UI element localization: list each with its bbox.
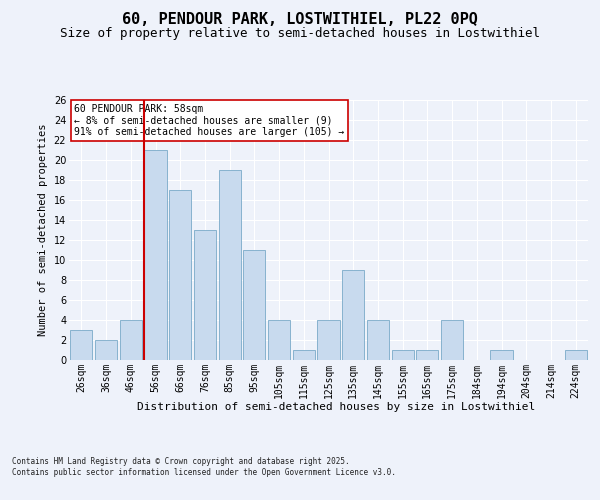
Text: Size of property relative to semi-detached houses in Lostwithiel: Size of property relative to semi-detach… bbox=[60, 28, 540, 40]
Bar bbox=[194, 230, 216, 360]
Text: 60, PENDOUR PARK, LOSTWITHIEL, PL22 0PQ: 60, PENDOUR PARK, LOSTWITHIEL, PL22 0PQ bbox=[122, 12, 478, 28]
Bar bbox=[342, 270, 364, 360]
Text: Contains HM Land Registry data © Crown copyright and database right 2025.
Contai: Contains HM Land Registry data © Crown c… bbox=[12, 458, 396, 477]
Bar bbox=[293, 350, 315, 360]
Bar bbox=[367, 320, 389, 360]
Bar bbox=[565, 350, 587, 360]
Bar bbox=[317, 320, 340, 360]
Bar bbox=[243, 250, 265, 360]
Bar bbox=[268, 320, 290, 360]
Bar bbox=[145, 150, 167, 360]
Text: 60 PENDOUR PARK: 58sqm
← 8% of semi-detached houses are smaller (9)
91% of semi-: 60 PENDOUR PARK: 58sqm ← 8% of semi-deta… bbox=[74, 104, 344, 137]
Bar bbox=[70, 330, 92, 360]
Bar bbox=[119, 320, 142, 360]
Bar bbox=[169, 190, 191, 360]
Bar bbox=[490, 350, 512, 360]
Bar bbox=[416, 350, 439, 360]
Bar bbox=[95, 340, 117, 360]
Y-axis label: Number of semi-detached properties: Number of semi-detached properties bbox=[38, 124, 48, 336]
Bar bbox=[441, 320, 463, 360]
Text: Distribution of semi-detached houses by size in Lostwithiel: Distribution of semi-detached houses by … bbox=[137, 402, 535, 412]
Bar bbox=[392, 350, 414, 360]
Bar bbox=[218, 170, 241, 360]
